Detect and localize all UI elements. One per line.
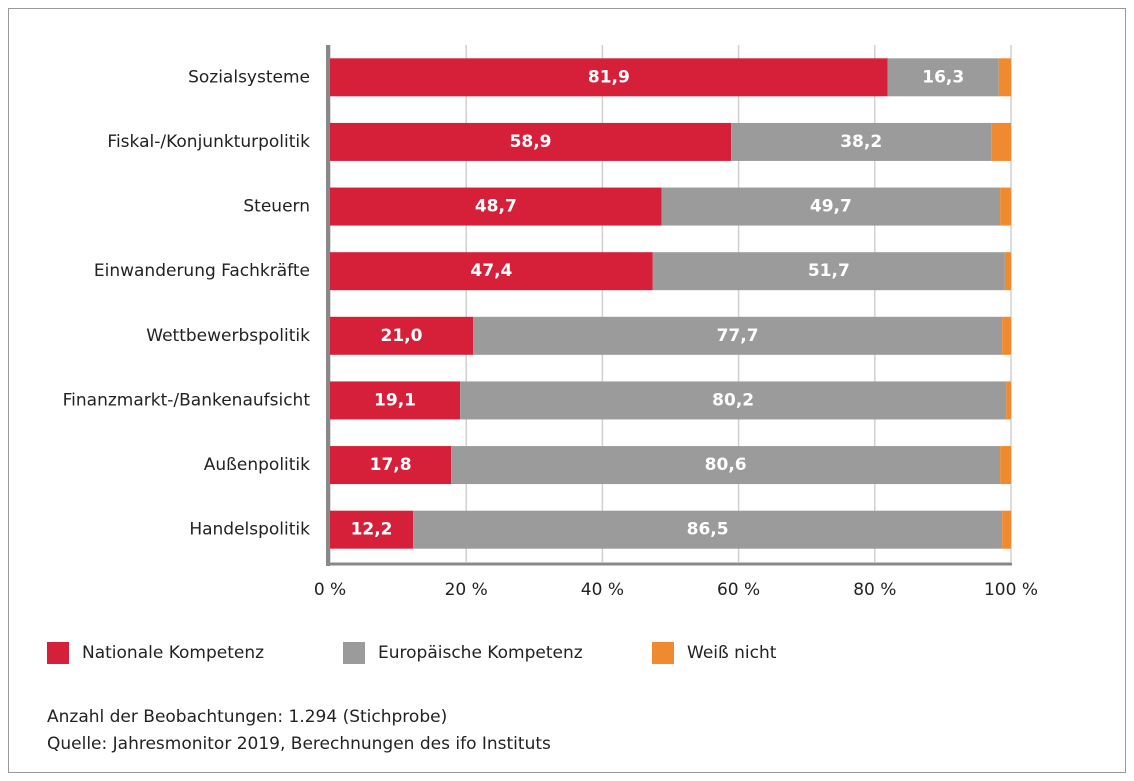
y-tick-label: Wettbewerbspolitik (146, 326, 310, 346)
legend-swatch (652, 642, 674, 664)
legend-label: Nationale Kompetenz (82, 643, 264, 663)
x-tick-label: 80 % (853, 580, 896, 600)
bar-segment (330, 510, 414, 549)
value-label: 77,7 (717, 326, 759, 346)
bar-segment (473, 316, 1003, 355)
value-label: 80,6 (705, 455, 747, 475)
legend-swatch (47, 642, 69, 664)
bar-segment (451, 446, 1001, 485)
bar-segment (330, 446, 452, 485)
value-label: 12,2 (351, 520, 393, 540)
value-label: 21,0 (381, 326, 423, 346)
bar-segment (731, 122, 992, 161)
bar-segment (330, 122, 732, 161)
bar-segment (652, 252, 1005, 291)
bar-segment (1000, 187, 1011, 226)
bar-segment (1006, 381, 1011, 420)
bar-segment (1004, 252, 1011, 291)
value-label: 17,8 (370, 455, 412, 475)
y-tick-label: Außenpolitik (204, 455, 310, 475)
value-label: 80,2 (712, 390, 754, 410)
bar-segment (330, 187, 662, 226)
legend-label: Weiß nicht (687, 643, 777, 663)
bar-segment (887, 58, 999, 97)
bar-segment (991, 122, 1011, 161)
x-tick-label: 0 % (314, 580, 346, 600)
x-tick-label: 40 % (581, 580, 624, 600)
value-label: 58,9 (510, 132, 552, 152)
bar-segment (460, 381, 1007, 420)
bar-segment (330, 316, 474, 355)
note: Quelle: Jahresmonitor 2019, Berechnungen… (47, 734, 551, 754)
bar-segment (998, 58, 1011, 97)
x-tick-label: 100 % (984, 580, 1038, 600)
x-tick-label: 20 % (445, 580, 488, 600)
legend-swatch (343, 642, 365, 664)
y-tick-label: Handelspolitik (189, 520, 310, 540)
value-label: 16,3 (922, 67, 964, 87)
value-label: 47,4 (470, 261, 512, 281)
y-tick-label: Einwanderung Fachkräfte (94, 261, 310, 281)
value-label: 81,9 (588, 67, 630, 87)
bar-segment (413, 510, 1003, 549)
bar-segment (330, 381, 461, 420)
note: Anzahl der Beobachtungen: 1.294 (Stichpr… (47, 707, 447, 727)
bar-segment (330, 252, 653, 291)
legend-label: Europäische Kompetenz (378, 643, 583, 663)
y-tick-label: Sozialsysteme (188, 67, 310, 87)
bar-segment (1002, 510, 1011, 549)
value-label: 19,1 (374, 390, 416, 410)
y-tick-label: Finanzmarkt-/Bankenaufsicht (63, 390, 311, 410)
x-tick-label: 60 % (717, 580, 760, 600)
bar-segment (661, 187, 1001, 226)
value-label: 51,7 (808, 261, 850, 281)
y-tick-label: Fiskal-/Konjunkturpolitik (107, 132, 310, 152)
bar-segment (1002, 316, 1011, 355)
bar-segment (1000, 446, 1011, 485)
value-label: 38,2 (840, 132, 882, 152)
bar-segment (330, 58, 888, 97)
value-label: 48,7 (475, 197, 517, 217)
value-label: 86,5 (687, 520, 729, 540)
value-label: 49,7 (810, 197, 852, 217)
y-tick-label: Steuern (243, 197, 310, 217)
